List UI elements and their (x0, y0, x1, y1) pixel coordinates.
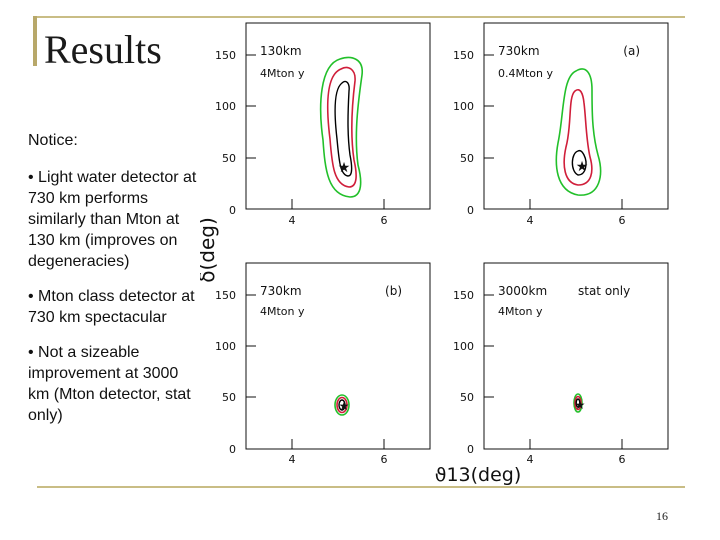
panel-exposure-label: 4Mton y (260, 67, 305, 80)
ytick-label: 150 (453, 289, 474, 302)
panel-730km-4mton: 150 100 50 0 4 6 730km 4Mton y (b) ★ (215, 262, 431, 466)
page-number: 16 (656, 509, 668, 523)
notes-heading: Notice: (28, 132, 78, 149)
ytick-label: 150 (215, 289, 236, 302)
ytick-label: 100 (215, 100, 236, 113)
panel-exposure-label: 0.4Mton y (498, 67, 553, 80)
xtick-label: 4 (527, 214, 534, 227)
ytick-label: 100 (215, 340, 236, 353)
ytick-label: 0 (467, 443, 474, 456)
best-fit-star-icon: ★ (339, 399, 350, 413)
ytick-label: 0 (467, 204, 474, 217)
x-axis-title: ϑ13(deg) (435, 464, 522, 486)
contour-inner (338, 399, 346, 411)
bottom-rule (37, 486, 685, 488)
contour-outer (319, 56, 363, 198)
ytick-label: 0 (229, 443, 236, 456)
panel-exposure-label: 4Mton y (498, 305, 543, 318)
notes-bullet-1: • Light water detector at 730 km perform… (28, 169, 197, 270)
contour-middle (336, 396, 348, 414)
contour-figure: δ(deg) ϑ13(deg) 150 100 50 0 4 6 130km 4… (200, 22, 669, 486)
panel-baseline-label: 730km (260, 284, 302, 298)
slide-title: Results (44, 27, 162, 72)
ytick-label: 50 (222, 152, 236, 165)
contour-outer (573, 393, 583, 413)
panel-tag: (a) (623, 44, 640, 58)
panel-730km-0.4mton: 150 100 50 0 4 6 730km 0.4Mton y (a) ★ (453, 22, 669, 227)
contour-outer (555, 68, 602, 196)
xtick-label: 6 (619, 453, 626, 466)
xtick-label: 6 (381, 214, 388, 227)
contour-middle (563, 88, 593, 186)
xtick-label: 6 (381, 453, 388, 466)
notes-bullet-2: • Mton class detector at 730 km spectacu… (28, 288, 195, 326)
xtick-label: 4 (289, 214, 296, 227)
panel-tag: (b) (385, 284, 402, 298)
xtick-label: 6 (619, 214, 626, 227)
best-fit-star-icon: ★ (575, 398, 586, 412)
xtick-label: 4 (527, 453, 534, 466)
best-fit-star-icon: ★ (576, 159, 589, 175)
contour-middle (326, 66, 357, 188)
y-axis-title: δ(deg) (200, 217, 219, 283)
contour-inner (571, 149, 587, 176)
panel-baseline-label: 730km (498, 44, 540, 58)
ytick-label: 150 (453, 49, 474, 62)
panel-exposure-label: 4Mton y (260, 305, 305, 318)
contour-outer (334, 394, 350, 416)
panel-baseline-label: 130km (260, 44, 302, 58)
ytick-label: 50 (222, 391, 236, 404)
contour-inner (334, 80, 353, 177)
panel-frame (245, 22, 431, 210)
panel-tag: stat only (578, 284, 630, 298)
xtick-label: 4 (289, 453, 296, 466)
panel-frame (483, 262, 669, 450)
top-rule (33, 16, 685, 18)
panel-frame (245, 262, 431, 450)
best-fit-star-icon: ★ (338, 160, 351, 176)
panel-3000km-4mton: 150 100 50 0 4 6 3000km 4Mton y stat onl… (453, 262, 669, 466)
ytick-label: 0 (229, 204, 236, 217)
panel-baseline-label: 3000km (498, 284, 547, 298)
ytick-label: 150 (215, 49, 236, 62)
contour-inner (575, 398, 581, 408)
ytick-label: 100 (453, 100, 474, 113)
panel-130km-4mton: 150 100 50 0 4 6 130km 4Mton y ★ (215, 22, 431, 227)
notes-panel: Notice: • Light water detector at 730 km… (28, 130, 198, 440)
contour-middle (574, 395, 582, 411)
ytick-label: 100 (453, 340, 474, 353)
left-accent-bar (33, 16, 37, 66)
panel-frame (483, 22, 669, 210)
ytick-label: 50 (460, 152, 474, 165)
ytick-label: 50 (460, 391, 474, 404)
notes-bullet-3: • Not a sizeable improvement at 3000 km … (28, 344, 191, 424)
